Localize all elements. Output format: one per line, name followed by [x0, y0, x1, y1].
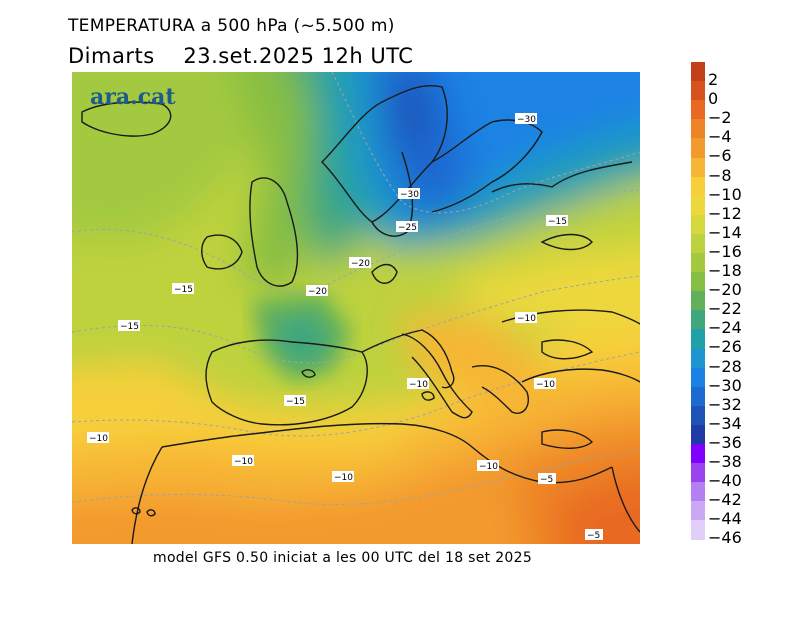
- colorbar-swatch: [691, 463, 705, 483]
- label-10-algeria: −10: [332, 471, 354, 483]
- colorbar-label: −30: [708, 375, 742, 395]
- colorbar-label: −40: [708, 471, 742, 491]
- colorbar-swatch: [691, 501, 705, 521]
- label-10-italy: −10: [407, 378, 429, 390]
- colorbar-swatch: [691, 310, 705, 330]
- colorbar-label: 0: [708, 89, 719, 109]
- temperature-map: −30 −30 −25 −20 −20 −15 −15 −15 −15 −10 …: [72, 72, 640, 544]
- label-5-redsea: −5: [585, 529, 603, 541]
- colorbar: [691, 62, 705, 540]
- label-30-sweden-text: −30: [517, 115, 536, 125]
- label-20-france: −20: [306, 285, 328, 297]
- label-15-russia-text: −15: [548, 217, 567, 227]
- colorbar-swatch: [691, 444, 705, 464]
- colorbar-swatch: [691, 367, 705, 388]
- label-5-egypt: −5: [538, 473, 556, 485]
- label-10-portugal: −10: [87, 432, 109, 444]
- colorbar-swatch: [691, 405, 705, 426]
- colorbar-swatch: [691, 138, 705, 158]
- colorbar-label: −14: [708, 222, 742, 242]
- colorbar-label: −36: [708, 432, 742, 452]
- map-title: TEMPERATURA a 500 hPa (~5.500 m): [68, 16, 395, 36]
- colorbar-label: −28: [708, 356, 742, 376]
- colorbar-label: −24: [708, 318, 742, 338]
- colorbar-label: −34: [708, 413, 742, 433]
- map-svg: −30 −30 −25 −20 −20 −15 −15 −15 −15 −10 …: [72, 72, 640, 544]
- colorbar-label: −44: [708, 509, 742, 529]
- colorbar-swatch: [691, 329, 705, 349]
- label-30-baltic: −30: [398, 188, 420, 200]
- label-10-turkey: −10: [534, 378, 556, 390]
- colorbar-label: −20: [708, 280, 742, 300]
- colorbar-swatch: [691, 291, 705, 311]
- label-10-algeria-text: −10: [334, 473, 353, 483]
- label-25-denmark: −25: [396, 221, 418, 233]
- label-30-baltic-text: −30: [400, 190, 419, 200]
- label-5-egypt-text: −5: [540, 475, 553, 485]
- label-20-germany: −20: [349, 257, 371, 269]
- label-15-atlantic-text: −15: [120, 322, 139, 332]
- colorbar-label: −6: [708, 146, 732, 166]
- colorbar-label: −22: [708, 299, 742, 319]
- label-15-ireland: −15: [172, 283, 194, 295]
- colorbar-swatch: [691, 424, 705, 445]
- colorbar-swatch: [691, 520, 705, 540]
- label-10-ukraine-text: −10: [517, 314, 536, 324]
- colorbar-label: −18: [708, 261, 742, 280]
- label-15-atlantic: −15: [118, 320, 140, 332]
- colorbar-swatch: [691, 176, 705, 197]
- colorbar-swatch: [691, 81, 705, 101]
- colorbar-swatch: [691, 272, 705, 292]
- label-30-sweden: −30: [515, 113, 537, 125]
- label-10-turkey-text: −10: [536, 380, 555, 390]
- colorbar-label: −4: [708, 127, 732, 147]
- date-label: 23.set.2025 12h UTC: [183, 44, 414, 68]
- colorbar-swatch: [691, 157, 705, 178]
- colorbar-label: −32: [708, 394, 742, 414]
- label-10-morocco: −10: [232, 455, 254, 467]
- label-15-balearic: −15: [284, 395, 306, 407]
- colorbar-label: −38: [708, 452, 742, 471]
- day-label: Dimarts: [68, 44, 155, 68]
- colorbar-label: −26: [708, 337, 742, 357]
- ara-cat-logo: ara.cat: [90, 84, 176, 110]
- colorbar-swatch: [691, 62, 705, 82]
- colorbar-label: −16: [708, 241, 742, 261]
- label-10-portugal-text: −10: [89, 434, 108, 444]
- label-10-libya-text: −10: [479, 462, 498, 472]
- temperature-field: [72, 72, 640, 544]
- colorbar-label: 2: [708, 70, 719, 89]
- colorbar-label: −2: [708, 108, 732, 128]
- colorbar-label: −46: [708, 528, 742, 548]
- colorbar-swatch: [691, 195, 705, 216]
- label-20-france-text: −20: [308, 287, 327, 297]
- colorbar-swatch: [691, 119, 705, 139]
- colorbar-label: −8: [708, 165, 732, 185]
- label-5-redsea-text: −5: [587, 531, 600, 541]
- label-10-italy-text: −10: [409, 380, 428, 390]
- colorbar-label: −12: [708, 203, 742, 223]
- colorbar-swatch: [691, 214, 705, 235]
- label-10-morocco-text: −10: [234, 457, 253, 467]
- model-footer: model GFS 0.50 iniciat a les 00 UTC del …: [153, 550, 533, 566]
- label-15-balearic-text: −15: [286, 397, 305, 407]
- colorbar-swatch: [691, 233, 705, 254]
- isotherm-labels: −30 −30 −25 −20 −20 −15 −15 −15 −15 −10 …: [87, 113, 603, 541]
- colorbar-label: −42: [708, 490, 742, 510]
- label-10-libya: −10: [477, 460, 499, 472]
- map-date: Dimarts 23.set.2025 12h UTC: [68, 44, 413, 68]
- colorbar-swatch: [691, 482, 705, 502]
- label-10-ukraine: −10: [515, 312, 537, 324]
- colorbar-label: −10: [708, 184, 742, 204]
- colorbar-swatch: [691, 253, 705, 273]
- label-25-denmark-text: −25: [398, 223, 417, 233]
- colorbar-swatch: [691, 348, 705, 369]
- colorbar-swatch: [691, 386, 705, 407]
- label-15-russia: −15: [546, 215, 568, 227]
- label-20-germany-text: −20: [351, 259, 370, 269]
- colorbar-swatch: [691, 100, 705, 120]
- isotherms: [72, 72, 640, 506]
- label-15-ireland-text: −15: [174, 285, 193, 295]
